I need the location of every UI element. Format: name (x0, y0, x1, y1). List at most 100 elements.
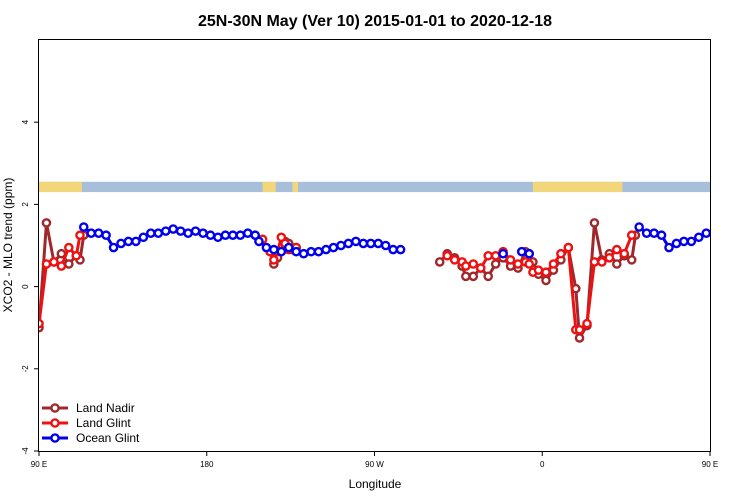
data-point (483, 250, 493, 261)
data-point (490, 250, 501, 261)
data-point (483, 271, 493, 282)
data-point (351, 236, 361, 247)
data-point (626, 255, 637, 265)
data-point (671, 238, 682, 249)
data-point (694, 232, 704, 243)
data-point (708, 230, 710, 237)
data-point (649, 228, 659, 238)
data-point (108, 242, 119, 253)
data-point (269, 255, 279, 265)
ocean-band (39, 181, 710, 193)
series-line (446, 234, 634, 332)
data-point (116, 238, 126, 249)
data-point (597, 257, 607, 267)
land-band-segment (39, 181, 82, 193)
data-point (168, 224, 178, 234)
data-point (254, 236, 264, 247)
data-point (589, 218, 600, 228)
data-point (220, 230, 231, 241)
data-point (138, 232, 149, 243)
data-point (641, 228, 652, 238)
y-tick-label: 2 (21, 202, 30, 207)
data-point (146, 228, 156, 238)
data-point (269, 244, 279, 255)
data-point (686, 236, 697, 247)
series-line (438, 222, 637, 343)
data-point (291, 246, 302, 257)
data-point (101, 230, 111, 241)
data-point (75, 230, 85, 241)
data-point (461, 261, 471, 271)
land-band-segment (262, 181, 276, 193)
data-point (468, 271, 479, 282)
series-land-glint (39, 230, 637, 335)
x-axis: 90 E 180 90 W 0 90 E (31, 451, 718, 469)
data-point (548, 259, 559, 269)
data-point (395, 244, 406, 255)
x-tick-label: 90 E (702, 460, 718, 469)
data-point (261, 242, 272, 253)
data-point (541, 275, 551, 286)
legend-swatch-marker (50, 418, 60, 428)
data-point (604, 253, 615, 263)
data-point (516, 246, 527, 257)
legend-item: Land Glint (42, 416, 131, 430)
plot-clip-group (39, 181, 710, 343)
data-point (461, 271, 471, 282)
data-point (228, 230, 238, 241)
x-tick-label: 0 (540, 460, 545, 469)
data-point (49, 257, 59, 267)
y-tick-label: 4 (21, 119, 30, 124)
y-axis-label: XCO2 - MLO trend (ppm) (1, 178, 15, 313)
data-point (634, 222, 644, 232)
data-point (153, 228, 164, 238)
series-ocean-glint (78, 222, 710, 259)
x-tick-label: 90 E (31, 460, 47, 469)
chart-title: 25N-30N May (Ver 10) 2015-01-01 to 2020-… (198, 13, 552, 30)
data-point (380, 240, 391, 251)
data-point (513, 259, 523, 269)
land-band-segment (292, 181, 299, 193)
legend-item: Ocean Glint (42, 431, 140, 445)
land-band-segment (532, 181, 623, 193)
y-tick-label: -4 (21, 447, 30, 455)
data-point (86, 228, 96, 238)
data-point (190, 226, 201, 236)
legend-item: Land Nadir (42, 401, 135, 415)
data-point (664, 242, 674, 253)
legend-label: Ocean Glint (76, 431, 140, 445)
data-point (56, 261, 67, 271)
data-point (701, 228, 710, 238)
data-point (574, 333, 585, 343)
data-point (449, 255, 460, 265)
data-point (160, 226, 171, 236)
data-point (242, 228, 253, 238)
data-point (533, 265, 544, 275)
plot-area (39, 181, 710, 343)
data-point (388, 244, 398, 255)
data-point (498, 248, 508, 259)
x-axis-label: Longitude (349, 477, 402, 491)
data-point (41, 259, 52, 269)
data-point (336, 240, 346, 251)
data-point (468, 259, 479, 269)
data-point (313, 246, 324, 257)
y-tick-label: -2 (21, 365, 30, 373)
data-point (490, 259, 501, 269)
data-point (442, 250, 452, 261)
data-point (373, 238, 384, 249)
data-point (612, 244, 622, 255)
data-point (78, 222, 89, 232)
data-point (358, 238, 369, 249)
data-point (612, 259, 622, 269)
data-point (283, 242, 294, 253)
data-point (64, 259, 74, 269)
data-point (574, 324, 585, 335)
data-point (524, 259, 535, 269)
data-point (365, 238, 376, 249)
data-point (505, 255, 516, 265)
data-point (93, 228, 104, 238)
data-point (589, 257, 600, 267)
data-point (41, 218, 52, 228)
